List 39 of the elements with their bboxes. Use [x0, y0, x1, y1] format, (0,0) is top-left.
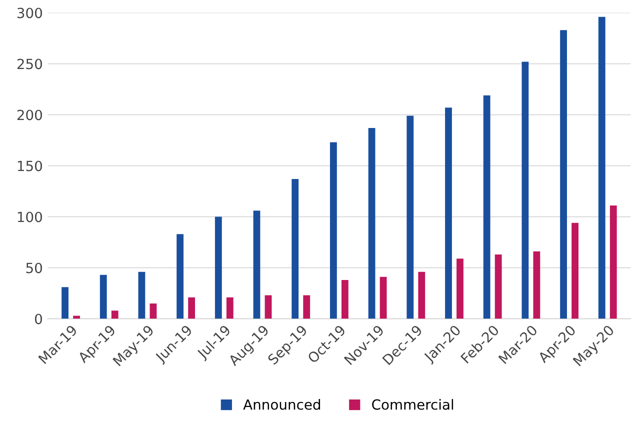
bar	[494, 254, 502, 319]
bar	[226, 297, 234, 319]
bar	[253, 210, 260, 319]
y-tick-label: 0	[34, 314, 42, 324]
y-tick-label: 100	[18, 212, 42, 222]
bar	[483, 95, 490, 319]
bar	[176, 234, 184, 319]
bar	[62, 287, 68, 319]
bar	[150, 303, 157, 319]
bar	[138, 272, 146, 319]
bar	[406, 116, 414, 319]
bar	[610, 206, 617, 319]
bar	[572, 222, 578, 319]
bar	[303, 295, 310, 319]
bar	[111, 310, 118, 319]
bar	[264, 295, 272, 319]
y-tick-label: 150	[18, 160, 42, 172]
bar	[598, 16, 606, 319]
bar	[368, 128, 376, 319]
legend-label: Announced	[243, 399, 320, 410]
bar	[188, 297, 196, 319]
bar	[342, 280, 348, 319]
y-tick-label: 200	[17, 110, 42, 120]
bar	[292, 179, 299, 319]
bar	[456, 258, 464, 319]
bar	[214, 216, 222, 319]
bar	[445, 108, 452, 319]
y-tick-label: 50	[26, 262, 42, 274]
bar	[418, 272, 426, 319]
bar	[560, 30, 567, 319]
y-tick-label: 300	[17, 8, 42, 18]
bar	[330, 142, 337, 319]
bar	[522, 62, 529, 319]
bar	[73, 316, 80, 319]
bar	[533, 251, 540, 319]
y-tick-label: 250	[17, 58, 42, 70]
legend-label: Commercial	[372, 399, 454, 410]
bar	[380, 276, 387, 319]
bar	[100, 274, 107, 319]
